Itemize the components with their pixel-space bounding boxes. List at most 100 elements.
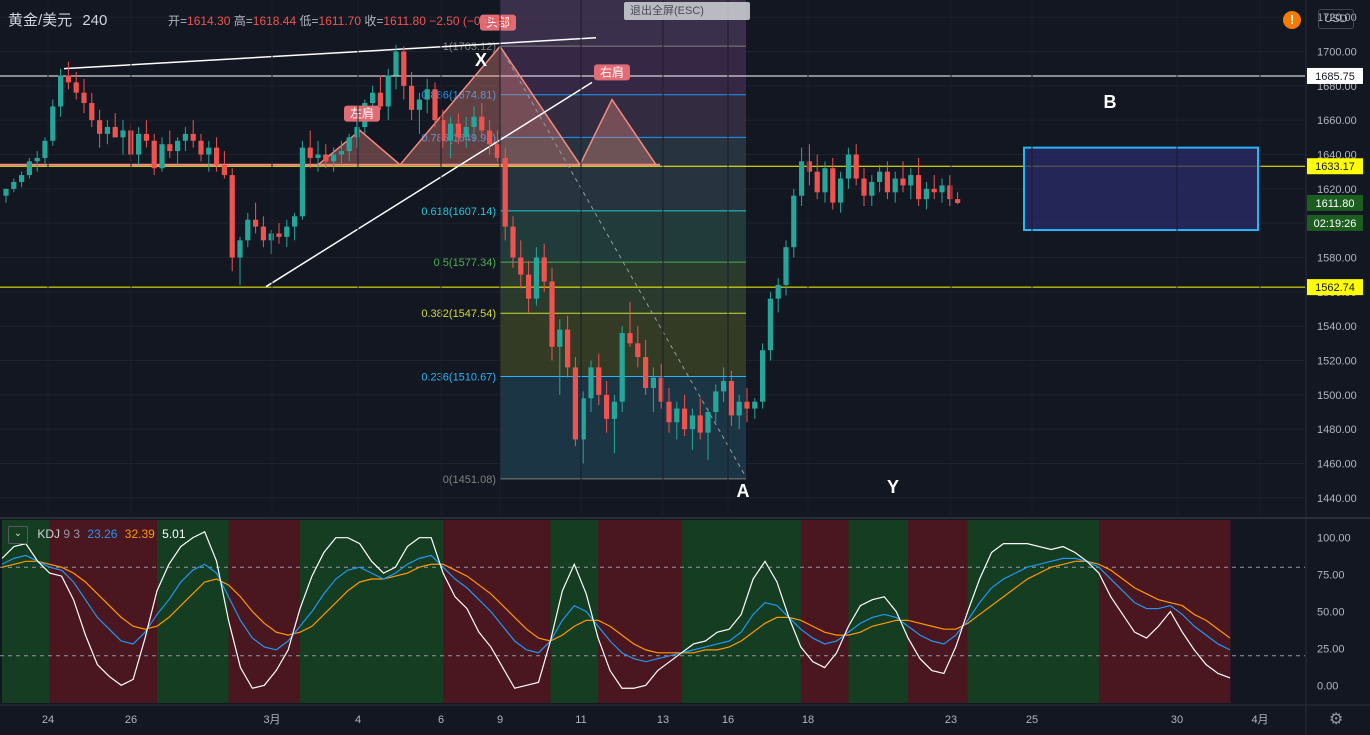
time-tick-label: 9 <box>497 714 503 726</box>
candle-body <box>533 257 539 299</box>
candle-body <box>245 219 251 241</box>
candle-body <box>323 154 329 162</box>
candle-body <box>346 137 352 152</box>
collapse-chevron-icon[interactable]: ⌄ <box>8 526 28 544</box>
candle-body <box>237 240 243 258</box>
kdj-regime-band <box>288 520 301 703</box>
candle-body <box>526 274 532 299</box>
candle-body <box>541 257 547 282</box>
low-value: 1611.70 <box>318 14 362 28</box>
kdj-regime-band <box>610 520 623 703</box>
candle-body <box>377 92 383 107</box>
kdj-regime-band <box>383 520 396 703</box>
kdj-k-line <box>1 554 1231 663</box>
candle-body <box>206 147 212 155</box>
wave-point-label: A <box>737 481 750 501</box>
candle-body <box>822 168 828 193</box>
settings-gear-icon[interactable]: ⚙ <box>1329 711 1344 728</box>
candle-body <box>385 75 391 107</box>
kdj-regime-band <box>1098 520 1112 703</box>
currency-button[interactable]: USD <box>1318 9 1354 29</box>
pattern-label-badge <box>594 64 630 81</box>
candle-body <box>393 51 399 76</box>
candle-body <box>73 82 79 93</box>
kdj-regime-band <box>788 520 802 703</box>
candle-body <box>58 75 64 107</box>
candle-body <box>299 147 305 217</box>
candle-body <box>112 127 118 138</box>
candle-body <box>229 175 235 258</box>
kdj-regime-band <box>478 520 492 703</box>
candle-body <box>635 343 641 358</box>
candle-body <box>120 130 126 138</box>
candle-body <box>315 154 321 158</box>
kdj-regime-band <box>765 520 778 703</box>
symbol-header[interactable]: 黄金/美元 240 <box>8 9 107 30</box>
time-tick-label: 16 <box>722 714 734 726</box>
candle-body <box>604 394 610 419</box>
high-value: 1618.44 <box>252 14 297 28</box>
candle-body <box>34 157 40 162</box>
interval-label[interactable]: 240 <box>82 12 108 29</box>
kdj-regime-band <box>1206 520 1219 703</box>
consolidation-box <box>1023 146 1259 232</box>
candle-body <box>151 140 157 169</box>
time-tick-label: 30 <box>1171 714 1183 726</box>
candle-body <box>424 89 430 100</box>
candle-body <box>448 123 454 141</box>
kdj-regime-band <box>97 520 110 703</box>
candle-body <box>775 284 781 299</box>
candle-body <box>167 144 173 152</box>
time-tick-label: 11 <box>575 714 586 726</box>
candle-body <box>292 216 298 227</box>
candle-body <box>705 412 711 433</box>
kdj-regime-band <box>204 520 218 703</box>
kdj-regime-band <box>1051 520 1064 703</box>
fib-zone-band <box>500 262 746 314</box>
candle-body <box>494 144 500 158</box>
exit-fullscreen-button[interactable]: 退出全屏(ESC) <box>624 2 750 20</box>
candle-body <box>557 329 563 347</box>
kdj-regime-band <box>741 520 754 703</box>
kdj-tick-label: 50.00 <box>1317 607 1345 619</box>
candle-body <box>190 133 196 141</box>
candle-body <box>908 175 914 186</box>
kdj-regime-band <box>1170 520 1183 703</box>
kdj-regime-band <box>884 520 897 703</box>
candle-body <box>159 144 165 169</box>
candle-body <box>877 171 883 182</box>
candle-body <box>401 51 407 86</box>
kdj-regime-band <box>359 520 373 703</box>
left-shoulder-shape <box>315 129 403 166</box>
candle-body <box>268 233 274 241</box>
candle-body <box>697 415 703 433</box>
candle-body <box>565 329 571 368</box>
kdj-regime-band <box>550 520 563 703</box>
kdj-regime-band <box>836 520 849 703</box>
candle-body <box>253 219 259 227</box>
candle-body <box>900 178 906 186</box>
right-shoulder-shape <box>578 98 658 166</box>
candle-body <box>931 188 937 193</box>
candle-body <box>572 367 578 440</box>
kdj-regime-band <box>431 520 444 703</box>
candle-body <box>370 92 376 103</box>
candle-body <box>682 408 688 430</box>
kdj-regime-band <box>812 520 826 703</box>
candle-body <box>884 171 890 193</box>
price-axis-tag-label: 02:19:26 <box>1314 218 1357 230</box>
candle-body <box>791 195 797 248</box>
price-tick-label: 1620.00 <box>1317 184 1357 196</box>
kdj-regime-band <box>180 520 194 703</box>
price-axis-tag <box>1307 67 1363 84</box>
fib-zone-band <box>500 137 746 211</box>
kdj-tick-label: 25.00 <box>1317 643 1345 655</box>
kdj-regime-band <box>645 520 659 703</box>
alert-icon[interactable]: ! <box>1283 11 1301 29</box>
candle-body <box>736 401 742 416</box>
symbol-name[interactable]: 黄金/美元 <box>8 12 73 29</box>
candle-body <box>487 130 493 145</box>
price-tick-label: 1660.00 <box>1317 115 1357 127</box>
kdj-regime-band <box>693 520 706 703</box>
